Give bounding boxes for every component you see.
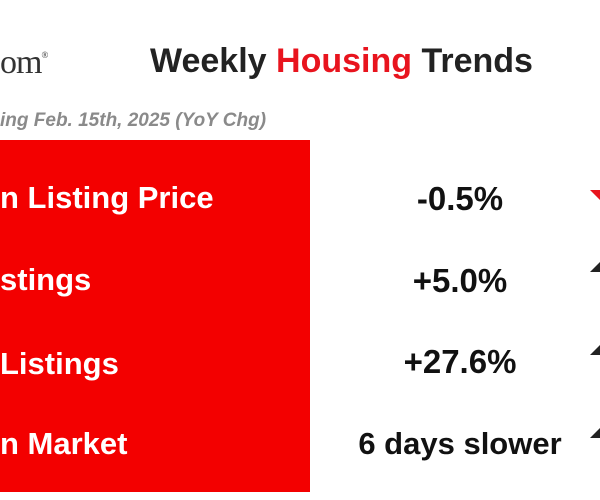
row-label: n Listing Price [0, 180, 214, 215]
row-label: n Market [0, 426, 128, 461]
row-value: +27.6% [403, 343, 517, 380]
up-arrow [590, 345, 600, 355]
up-arrow [590, 428, 600, 438]
subtitle: ing Feb. 15th, 2025 (YoY Chg) [0, 110, 267, 131]
logo: om® [0, 44, 48, 82]
title-part: Weekly [150, 42, 267, 80]
row-value: -0.5% [416, 180, 504, 217]
logo-mark: ® [41, 50, 48, 60]
label-panel [0, 140, 310, 492]
title: Weekly Housing Trends [150, 42, 533, 81]
trend-arrows [590, 190, 600, 438]
row-value: 6 days slower [358, 426, 562, 461]
title-part: Housing [276, 42, 412, 80]
title-part: Trends [421, 42, 533, 80]
row-label: stings [0, 262, 92, 297]
down-arrow [590, 190, 600, 200]
row-value: +5.0% [412, 262, 508, 299]
row-label: Listings [0, 346, 119, 381]
logo-text: om [0, 44, 42, 81]
up-arrow [590, 262, 600, 272]
